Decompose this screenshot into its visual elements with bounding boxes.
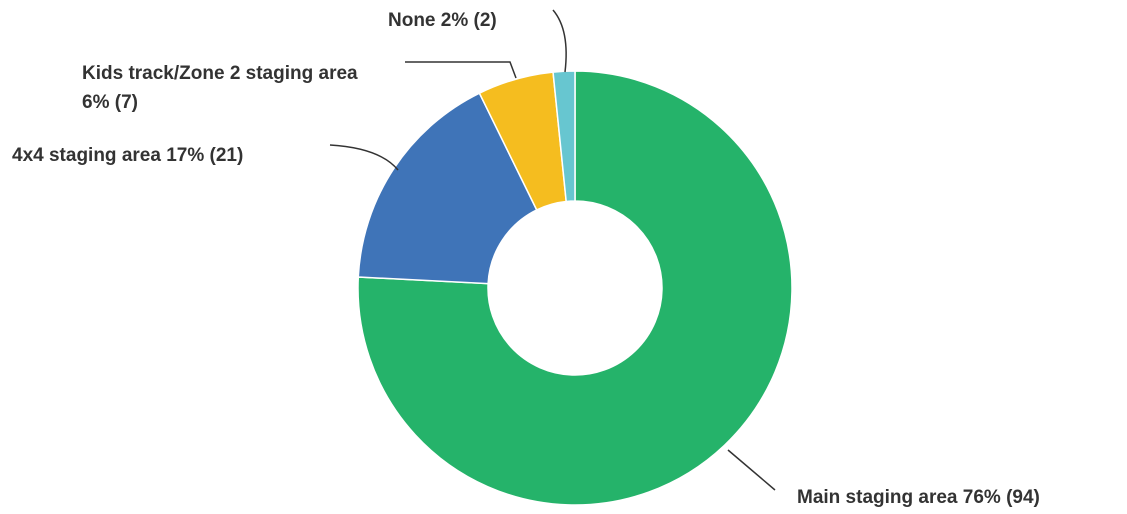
value-label: 2% (2) bbox=[440, 10, 497, 31]
donut-slice bbox=[357, 70, 793, 506]
category-label: Kids track/Zone 2 staging area bbox=[82, 63, 358, 84]
slice-label: Kids track/Zone 2 staging area 6% (7) bbox=[82, 59, 382, 117]
value-label: 6% (7) bbox=[82, 92, 138, 113]
leader-line bbox=[552, 9, 567, 73]
leader-line bbox=[727, 449, 776, 491]
category-label: 4x4 staging area bbox=[12, 145, 161, 166]
category-label: Main staging area bbox=[797, 487, 958, 508]
donut-slice bbox=[357, 92, 538, 285]
category-label: None bbox=[388, 10, 436, 31]
donut-slice bbox=[552, 70, 576, 203]
value-label: 76% (94) bbox=[962, 487, 1040, 508]
leader-line bbox=[405, 61, 517, 79]
leader-line bbox=[329, 144, 399, 171]
value-label: 17% (21) bbox=[166, 145, 244, 166]
slice-label: Main staging area 76% (94) bbox=[797, 483, 1127, 512]
slice-label: 4x4 staging area 17% (21) bbox=[12, 141, 332, 170]
slice-label: None 2% (2) bbox=[388, 6, 588, 35]
